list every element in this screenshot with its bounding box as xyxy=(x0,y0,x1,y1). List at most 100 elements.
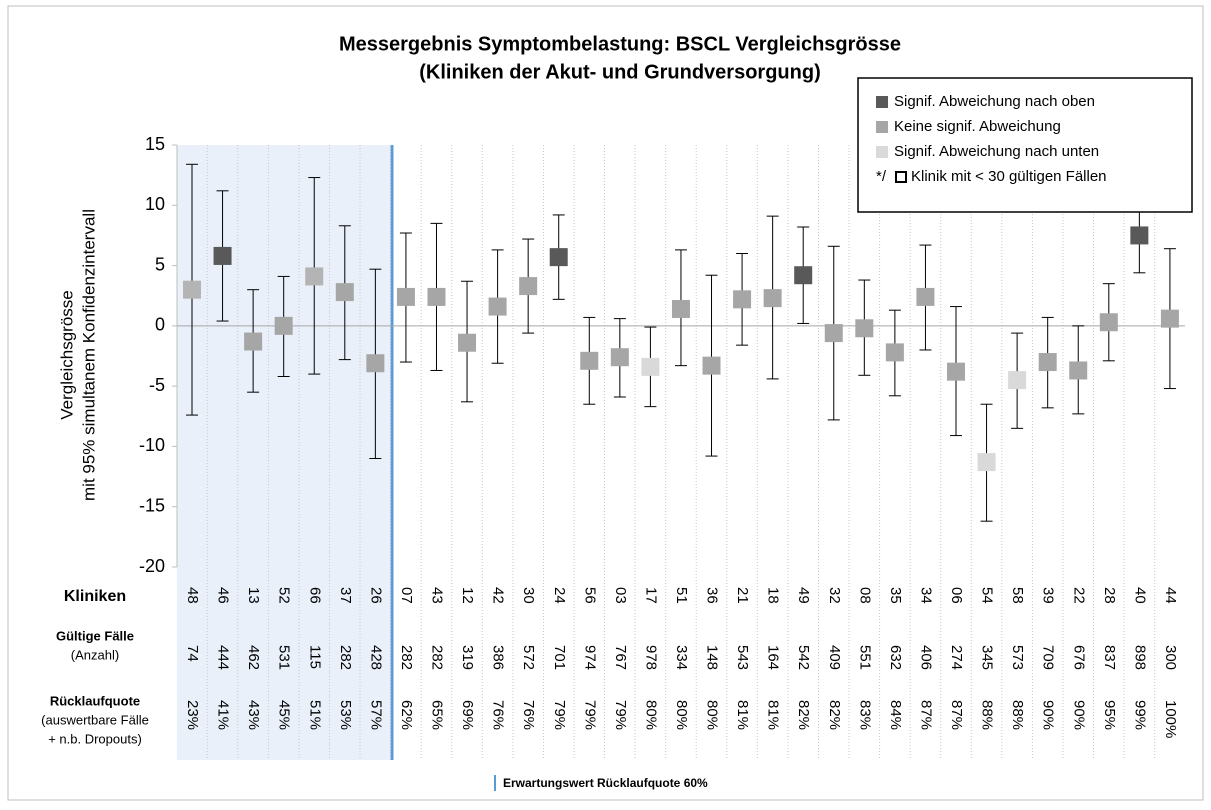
marker xyxy=(549,248,568,267)
return-rate: 95% xyxy=(1101,700,1118,730)
legend-label: Keine signif. Abweichung xyxy=(894,118,1061,135)
y-tick-label: 0 xyxy=(155,315,165,335)
y-axis-title: Vergleichsgrösse xyxy=(57,290,76,419)
case-count: 974 xyxy=(581,645,598,670)
case-count: 115 xyxy=(306,645,323,669)
clinic-label: 03 xyxy=(612,587,629,604)
shaded-region xyxy=(177,145,391,760)
clinic-label: 32 xyxy=(826,587,843,604)
return-rate: 57% xyxy=(367,700,384,730)
legend-note: Klinik mit < 30 gültigen Fällen xyxy=(911,168,1107,185)
case-count: 551 xyxy=(856,645,873,670)
return-rate: 82% xyxy=(826,700,843,730)
clinic-label: 36 xyxy=(704,587,721,604)
marker xyxy=(1099,313,1118,332)
clinic-label: 39 xyxy=(1040,587,1057,604)
return-rate: 82% xyxy=(795,700,812,730)
clinic-label: 37 xyxy=(337,587,354,604)
clinic-label: 21 xyxy=(734,587,751,604)
legend-swatch xyxy=(876,96,888,108)
row-label: (auswertbare Fälle xyxy=(41,712,149,727)
return-rate: 81% xyxy=(734,700,751,730)
legend-swatch xyxy=(876,121,888,133)
clinic-label: 06 xyxy=(948,587,965,604)
clinic-label: 35 xyxy=(887,587,904,604)
case-count: 386 xyxy=(490,645,507,670)
marker xyxy=(916,287,935,306)
marker xyxy=(335,283,354,302)
marker xyxy=(213,246,232,265)
clinic-label: 43 xyxy=(429,587,446,604)
marker xyxy=(702,356,721,375)
return-rate: 80% xyxy=(673,700,690,730)
case-count: 148 xyxy=(704,645,721,670)
marker xyxy=(641,357,660,376)
clinic-label: 24 xyxy=(551,587,568,604)
marker xyxy=(580,351,599,370)
marker xyxy=(396,287,415,306)
marker xyxy=(733,290,752,309)
marker xyxy=(458,333,477,352)
case-count: 428 xyxy=(367,645,384,670)
return-rate: 80% xyxy=(642,700,659,730)
return-rate: 99% xyxy=(1131,700,1148,730)
clinic-label: 49 xyxy=(795,587,812,604)
y-tick-label: 5 xyxy=(155,254,165,274)
case-count: 164 xyxy=(765,645,782,670)
clinic-label: 12 xyxy=(459,587,476,604)
case-count: 898 xyxy=(1131,645,1148,670)
clinic-label: 66 xyxy=(306,587,323,604)
clinic-label: 44 xyxy=(1162,587,1179,604)
legend-note-prefix: */ xyxy=(876,168,887,185)
case-count: 300 xyxy=(1162,645,1179,670)
case-count: 74 xyxy=(184,645,201,662)
clinic-label: 56 xyxy=(581,587,598,604)
clinic-label: 28 xyxy=(1101,587,1118,604)
clinic-label: 08 xyxy=(856,587,873,604)
clinic-label: 13 xyxy=(245,587,262,604)
return-rate: 45% xyxy=(276,700,293,730)
case-count: 573 xyxy=(1009,645,1026,670)
y-tick-label: 10 xyxy=(145,194,165,214)
case-count: 334 xyxy=(673,645,690,670)
return-rate: 88% xyxy=(1009,700,1026,730)
clinic-label: 22 xyxy=(1070,587,1087,604)
y-tick-label: 15 xyxy=(145,134,165,154)
clinic-label: 51 xyxy=(673,587,690,604)
case-count: 319 xyxy=(459,645,476,670)
return-rate: 79% xyxy=(581,700,598,730)
legend-note-icon xyxy=(895,171,907,183)
marker xyxy=(1069,361,1088,380)
case-count: 274 xyxy=(948,645,965,670)
return-rate: 41% xyxy=(215,700,232,730)
row-label: + n.b. Dropouts) xyxy=(48,731,142,746)
row-label: Rücklaufquote xyxy=(50,693,140,708)
return-rate: 90% xyxy=(1070,700,1087,730)
chart-subtitle: (Kliniken der Akut- und Grundversorgung) xyxy=(419,61,820,83)
case-count: 632 xyxy=(887,645,904,670)
marker xyxy=(947,362,965,381)
clinic-label: 34 xyxy=(917,587,934,604)
return-rate: 100% xyxy=(1162,700,1179,738)
row-label: Kliniken xyxy=(64,588,126,605)
case-count: 444 xyxy=(215,645,232,670)
marker xyxy=(183,280,201,299)
case-count: 542 xyxy=(795,645,812,670)
clinic-label: 42 xyxy=(490,587,507,604)
marker xyxy=(855,319,874,338)
return-rate: 76% xyxy=(520,700,537,730)
marker xyxy=(427,287,446,306)
legend-label: Signif. Abweichung nach oben xyxy=(894,93,1095,110)
footer: Erwartungswert Rücklaufquote 60% xyxy=(503,776,708,790)
return-rate: 23% xyxy=(184,700,201,730)
clinic-label: 30 xyxy=(520,587,537,604)
return-rate: 90% xyxy=(1040,700,1057,730)
marker xyxy=(794,266,813,285)
y-tick-label: -10 xyxy=(139,435,165,455)
case-count: 282 xyxy=(337,645,354,670)
return-rate: 65% xyxy=(429,700,446,730)
legend-label: Signif. Abweichung nach unten xyxy=(894,143,1099,160)
return-rate: 79% xyxy=(612,700,629,730)
return-rate: 81% xyxy=(765,700,782,730)
